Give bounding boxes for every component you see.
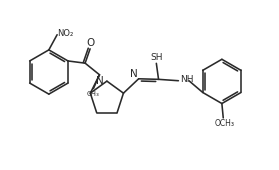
Text: N: N [130, 69, 138, 79]
Text: NH: NH [180, 75, 193, 84]
Text: OCH₃: OCH₃ [215, 120, 235, 129]
Text: N: N [96, 76, 104, 86]
Text: SH: SH [150, 53, 163, 62]
Text: NO₂: NO₂ [57, 29, 73, 38]
Text: O: O [86, 38, 95, 48]
Text: CH₃: CH₃ [86, 91, 99, 97]
